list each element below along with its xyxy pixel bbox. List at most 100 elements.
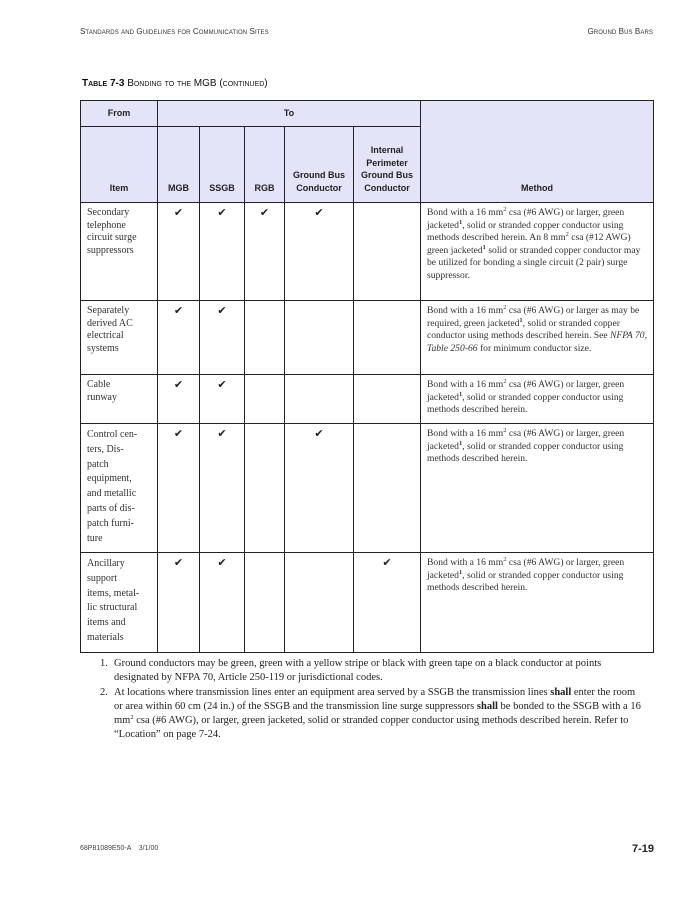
checkmark-icon: ✔: [173, 556, 184, 569]
item-cell: Control cen-ters, Dis-patch equipment, and…: [80, 423, 158, 553]
item-cell: Separately derived AC electrical systems: [80, 300, 158, 375]
method-cell: Bond with a 16 mm2 csa (#6 AWG) or large…: [420, 300, 654, 375]
header-to: To: [157, 100, 421, 127]
text-run: for minimum conductor size.: [477, 342, 592, 354]
item-line: equipment,: [87, 473, 132, 485]
item-line: support: [87, 572, 117, 584]
table-label: Table 7-3: [82, 78, 125, 89]
text-run: Bond with a 16 mm: [427, 207, 504, 218]
text-run: Bond with a 16 mm: [427, 379, 504, 390]
check-cell: ✔: [353, 552, 421, 653]
item-line: suppressors: [87, 244, 134, 256]
item-line: items and: [87, 617, 126, 629]
text-run: 2: [503, 378, 507, 385]
item-line: derived AC: [87, 317, 133, 329]
page-number: 7-19: [631, 843, 654, 855]
check-cell: ✔: [157, 374, 200, 424]
check-cell: [353, 423, 421, 553]
text-run: csa (#6 AWG), or larger, green jacketed,…: [114, 715, 629, 741]
text-run: Ground conductors may be green, green wi…: [114, 658, 602, 684]
header-from: From: [80, 100, 158, 127]
header-mgb: MGB: [157, 126, 200, 203]
text-run: NFPA 70, Table 250-66: [427, 330, 647, 354]
check-cell: [284, 552, 354, 653]
item-line: ture: [87, 532, 103, 544]
item-cell: Secondary telephone circuit surge suppresso…: [80, 202, 158, 301]
text-run: 2: [130, 714, 134, 722]
method-cell: Bond with a 16 mm2 csa (#6 AWG) or large…: [420, 552, 654, 653]
text-run: 1: [458, 439, 463, 447]
table-row: Control cen-ters, Dis-patch equipment, and…: [80, 423, 654, 553]
footnote-text: Ground conductors may be green, green wi…: [114, 657, 645, 686]
check-cell: [284, 374, 354, 424]
check-cell: ✔: [284, 423, 354, 553]
text-run: 1: [458, 218, 463, 226]
item-line: materials: [87, 631, 124, 643]
text-run: 1: [482, 243, 486, 251]
table-row: Separately derived AC electrical systems ✔ ✔ B…: [80, 300, 654, 375]
text-run: csa (#6 AWG) or larger, green jacketed: [427, 379, 625, 403]
checkmark-icon: ✔: [314, 206, 324, 219]
text-run: csa (#12 AWG) green jacketed: [427, 232, 631, 256]
item-line: and metallic: [87, 488, 137, 500]
table-caption: Table 7-3 Bonding to the MGB (continued): [82, 78, 268, 89]
header-rgb: RGB: [244, 126, 285, 203]
check-cell: [353, 202, 421, 301]
text-run: 2: [503, 206, 507, 213]
check-cell: [244, 374, 285, 424]
method-cell: Bond with a 16 mm2 csa (#6 AWG) or large…: [420, 202, 654, 301]
item-line: systems: [87, 342, 119, 354]
item-line: circuit surge: [87, 232, 137, 243]
check-cell: ✔: [157, 300, 200, 375]
text-run: Bond with a 16 mm: [427, 428, 504, 439]
item-line: Secondary: [87, 207, 130, 218]
checkmark-icon: ✔: [382, 556, 392, 569]
checkmark-icon: ✔: [173, 378, 184, 391]
check-cell: ✔: [199, 300, 245, 375]
check-cell: ✔: [199, 423, 245, 553]
check-cell: ✔: [157, 552, 200, 653]
text-run: Bond with a 16 mm: [427, 305, 504, 316]
running-header-right: Ground Bus Bars: [587, 27, 653, 36]
text-run: csa (#6 AWG) or larger, green jacketed: [427, 207, 625, 231]
header-method: Method: [420, 100, 654, 203]
checkmark-icon: ✔: [173, 427, 184, 440]
text-run: shall: [550, 686, 572, 698]
text-run: enter the room or area within 60 cm (24 …: [114, 686, 636, 712]
document-id: 68P81089E50-A 3/1/00: [80, 845, 159, 852]
method-cell: Bond with a 16 mm2 csa (#6 AWG) or large…: [420, 423, 654, 553]
text-run: be bonded to the SSGB with a 16 mm: [114, 700, 641, 727]
check-cell: [244, 552, 285, 653]
checkmark-icon: ✔: [217, 378, 227, 391]
check-cell: ✔: [157, 423, 200, 553]
text-run: solid or stranded copper conductor may b…: [427, 244, 641, 281]
table-row: Cable runway ✔ ✔ Bond with a 16 mm2 csa (#6 …: [80, 374, 654, 424]
check-cell: [244, 300, 285, 375]
text-run: 1: [458, 568, 463, 576]
table-row: Ancillary support items, metal-lic structu…: [80, 552, 654, 653]
item-line: lic structural: [87, 602, 138, 614]
check-cell: ✔: [284, 202, 354, 301]
running-header-left: Standards and Guidelines for Communicati…: [80, 27, 269, 36]
item-line: items, metal-: [87, 587, 140, 599]
bonding-table: From To Method Item MGB SSGB RGB Ground …: [80, 100, 654, 653]
text-run: shall: [476, 700, 498, 712]
item-line: parts of dis-: [87, 502, 135, 514]
text-run: 2: [565, 231, 569, 239]
text-run: , solid or stranded copper conductor usi…: [427, 391, 624, 416]
item-line: runway: [87, 391, 117, 403]
footnote-number: 1.: [100, 658, 108, 669]
header-ssgb: SSGB: [199, 126, 245, 203]
check-cell: ✔: [157, 202, 200, 301]
footnote: 1. Ground conductors may be green, green …: [100, 657, 645, 686]
checkmark-icon: ✔: [173, 304, 184, 317]
item-line: patch furni-: [87, 517, 134, 529]
check-cell: [353, 300, 421, 375]
text-run: , solid or stranded copper conductor usi…: [427, 569, 624, 594]
check-cell: ✔: [199, 202, 245, 301]
text-run: 2: [503, 427, 507, 434]
check-cell: ✔: [199, 374, 245, 424]
item-line: ters, Dis-: [87, 443, 124, 455]
checkmark-icon: ✔: [259, 206, 270, 219]
item-line: Ancillary: [87, 558, 125, 569]
